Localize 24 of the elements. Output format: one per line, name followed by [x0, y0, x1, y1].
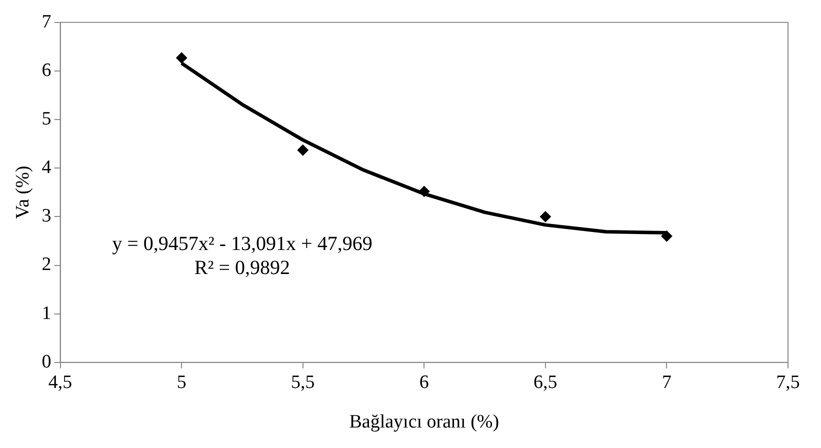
y-tick-label: 7 [42, 11, 52, 32]
point [661, 230, 672, 242]
point [297, 144, 308, 156]
x-tick-label: 4,5 [48, 372, 72, 393]
point [418, 186, 430, 197]
y-tick-label: 4 [42, 157, 52, 178]
y-axis-title: Va (%) [12, 166, 34, 220]
x-axis-title: Bağlayıcı oranı (%) [349, 412, 500, 433]
annotation: y = 0,9457x² - 13,091x + 47,969 [112, 233, 372, 256]
point [176, 52, 188, 64]
point [540, 211, 551, 222]
y-tick-label: 1 [42, 302, 52, 324]
x-tick-label: 6 [419, 372, 429, 393]
y-tick-label: 3 [42, 206, 52, 227]
annotation: R² = 0,9892 [194, 257, 290, 280]
x-tick-label: 5 [176, 372, 186, 393]
x-tick-label: 7,5 [776, 372, 800, 393]
y-tick-label: 0 [42, 351, 52, 372]
y-tick-label: 2 [42, 254, 52, 276]
y-tick-label: 5 [42, 108, 52, 130]
x-tick-label: 5,5 [290, 372, 315, 393]
y-tick-label: 6 [42, 60, 52, 81]
x-tick-label: 7 [662, 372, 672, 393]
x-tick-label: 6,5 [534, 372, 558, 393]
